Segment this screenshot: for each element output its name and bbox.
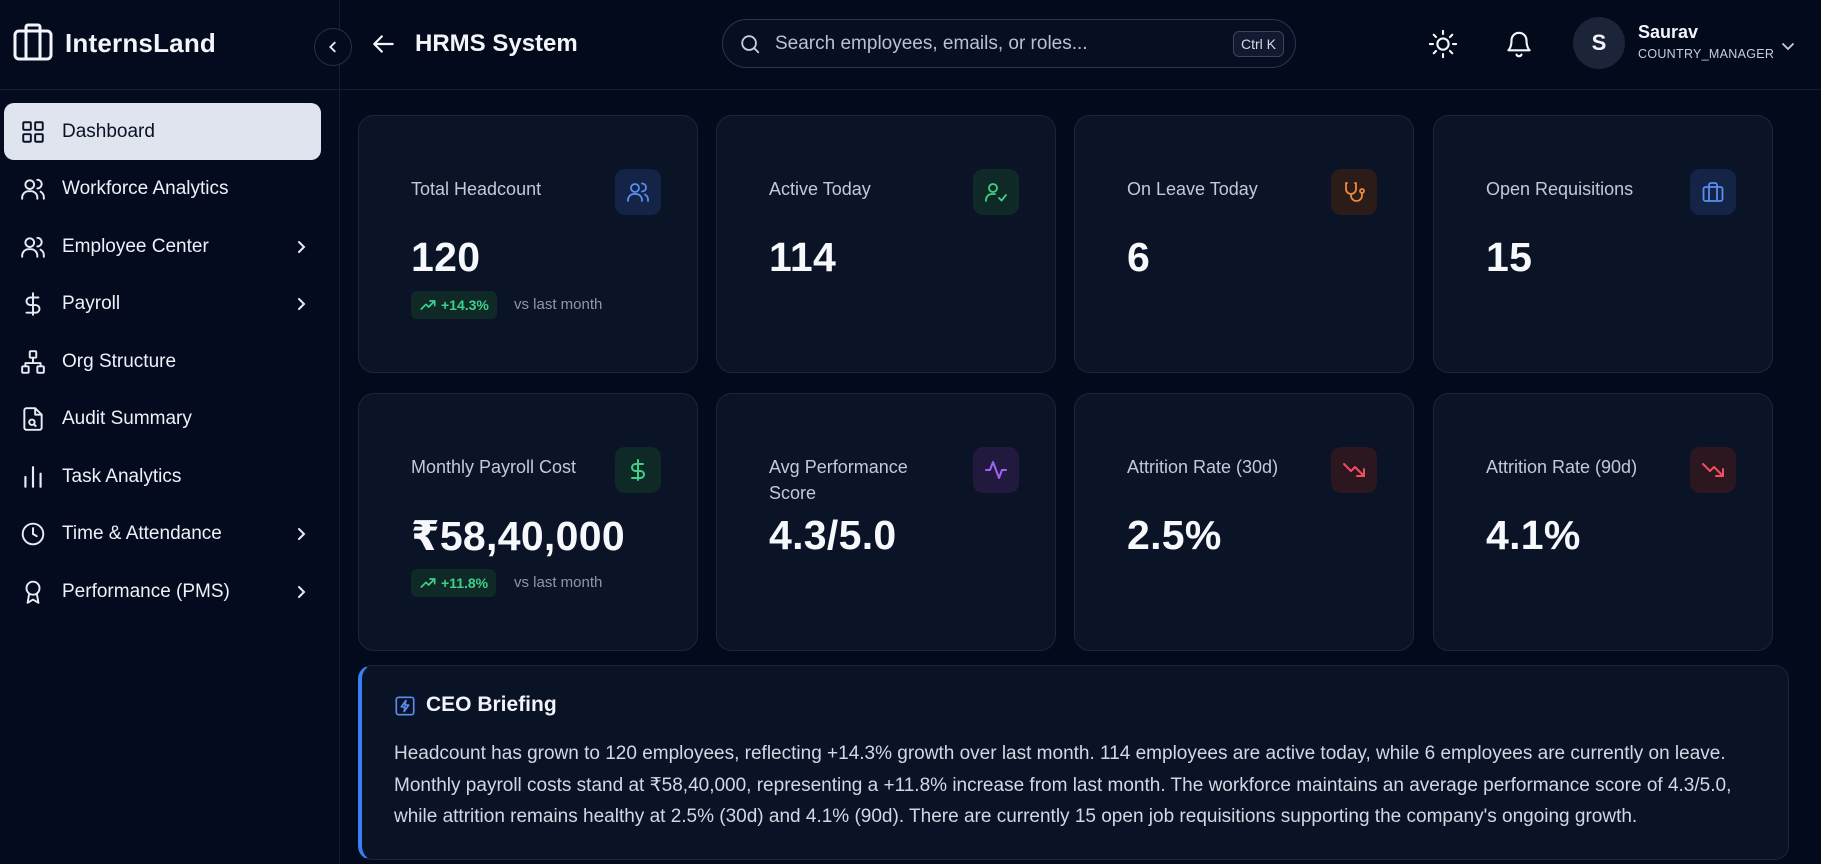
sidebar-item-employee-center[interactable]: Employee Center [4,218,321,276]
sun-icon[interactable] [1428,29,1458,59]
sidebar-item-payroll[interactable]: Payroll [4,276,321,334]
brand-name: InternsLand [65,28,216,58]
bell-icon[interactable] [1504,29,1534,59]
chevron-right-icon [293,296,309,312]
stat-card-on-leave-today[interactable]: On Leave Today 6 [1074,115,1414,373]
clock-icon [20,521,46,547]
sidebar-item-org-structure[interactable]: Org Structure [4,333,321,391]
stat-value: 15 [1486,234,1533,280]
activity-icon [973,447,1019,493]
stat-title: On Leave Today [1127,179,1258,199]
users-icon [20,176,46,202]
brand: InternsLand [0,0,340,90]
stat-card-monthly-payroll-cost[interactable]: Monthly Payroll Cost ₹58,40,000 +11.8% v… [358,393,698,651]
stat-title: Attrition Rate (90d) [1486,457,1638,477]
dollar-icon [20,291,46,317]
sidebar-item-label: Audit Summary [62,408,192,430]
chevron-down-icon[interactable] [1780,38,1796,54]
stat-value: 2.5% [1127,512,1222,558]
stat-card-attrition-rate-90d[interactable]: Attrition Rate (90d) 4.1% [1433,393,1773,651]
stat-value: 4.1% [1486,512,1581,558]
top-header: HRMS System Ctrl K S Saurav COUNTRY_MANA… [340,0,1821,90]
stat-title: Total Headcount [411,179,542,199]
trend-badge: +14.3% [411,291,497,319]
sidebar-item-audit-summary[interactable]: Audit Summary [4,391,321,449]
stat-value: 114 [769,234,837,280]
sidebar: InternsLand Dashboard Workforce Analytic… [0,0,340,864]
stethoscope-icon [1331,169,1377,215]
stat-title: Monthly Payroll Cost [411,457,577,477]
sidebar-item-label: Dashboard [62,120,155,142]
sidebar-item-label: Org Structure [62,350,177,372]
search-bar[interactable]: Ctrl K [722,19,1296,68]
user-name[interactable]: Saurav [1638,22,1699,42]
stat-value: 120 [411,234,481,280]
sidebar-item-time-attendance[interactable]: Time & Attendance [4,506,321,564]
sidebar-item-label: Task Analytics [62,465,182,487]
stat-value: 4.3/5.0 [769,512,897,558]
page-title: HRMS System [415,30,578,57]
search-input[interactable] [775,20,1195,67]
users-icon [615,169,661,215]
trending-down-icon [1690,447,1736,493]
stat-value: 6 [1127,234,1151,280]
trend-value: +14.3% [441,297,489,313]
search-icon [739,33,761,55]
ceo-briefing-panel: CEO Briefing Headcount has grown to 120 … [358,665,1789,860]
briefcase-icon [1690,169,1736,215]
dashboard-grid-icon [20,119,46,145]
sidebar-nav: Dashboard Workforce Analytics Employee C… [0,103,340,621]
sidebar-item-performance-pms[interactable]: Performance (PMS) [4,563,321,621]
chevron-right-icon [293,526,309,542]
avatar[interactable]: S [1573,17,1625,69]
stat-card-open-requisitions[interactable]: Open Requisitions 15 [1433,115,1773,373]
sidebar-item-label: Employee Center [62,235,209,257]
sidebar-collapse-button[interactable] [314,28,352,66]
stat-card-attrition-rate-30d[interactable]: Attrition Rate (30d) 2.5% [1074,393,1414,651]
stat-title: Open Requisitions [1486,179,1634,199]
stat-value: ₹58,40,000 [411,513,625,559]
users-icon [20,234,46,260]
briefcase-logo-icon [12,22,54,62]
shortcut-hint: Ctrl K [1233,31,1284,57]
sidebar-item-label: Payroll [62,293,121,315]
lightning-icon [394,695,416,717]
arrow-left-icon[interactable] [371,31,397,57]
trending-up-icon [420,297,436,313]
stat-card-avg-performance-score[interactable]: Avg Performance Score 4.3/5.0 [716,393,1056,651]
trend-note: vs last month [514,296,603,313]
briefing-text: Headcount has grown to 120 employees, re… [394,743,1732,827]
chevron-left-icon [326,40,340,54]
sidebar-item-label: Time & Attendance [62,523,222,545]
org-chart-icon [20,349,46,375]
sidebar-item-dashboard[interactable]: Dashboard [4,103,321,160]
sidebar-item-task-analytics[interactable]: Task Analytics [4,448,321,506]
user-role: COUNTRY_MANAGER [1638,47,1775,61]
dollar-icon [615,447,661,493]
stat-title: Avg Performance Score [769,457,908,503]
stat-title: Active Today [769,179,871,199]
file-search-icon [20,406,46,432]
trending-up-icon [420,575,436,591]
sidebar-item-label: Workforce Analytics [62,178,229,200]
stat-card-active-today[interactable]: Active Today 114 [716,115,1056,373]
award-icon [20,579,46,605]
briefing-title: CEO Briefing [426,693,557,716]
trend-note: vs last month [514,574,603,591]
trending-down-icon [1331,447,1377,493]
stat-card-total-headcount[interactable]: Total Headcount 120 +14.3% vs last month [358,115,698,373]
sidebar-item-workforce-analytics[interactable]: Workforce Analytics [4,161,321,219]
trend-value: +11.8% [441,575,489,591]
user-check-icon [973,169,1019,215]
chevron-right-icon [293,584,309,600]
stat-title: Attrition Rate (30d) [1127,457,1279,477]
trend-badge: +11.8% [411,569,497,597]
sidebar-item-label: Performance (PMS) [62,580,230,602]
bar-chart-icon [20,464,46,490]
chevron-right-icon [293,239,309,255]
